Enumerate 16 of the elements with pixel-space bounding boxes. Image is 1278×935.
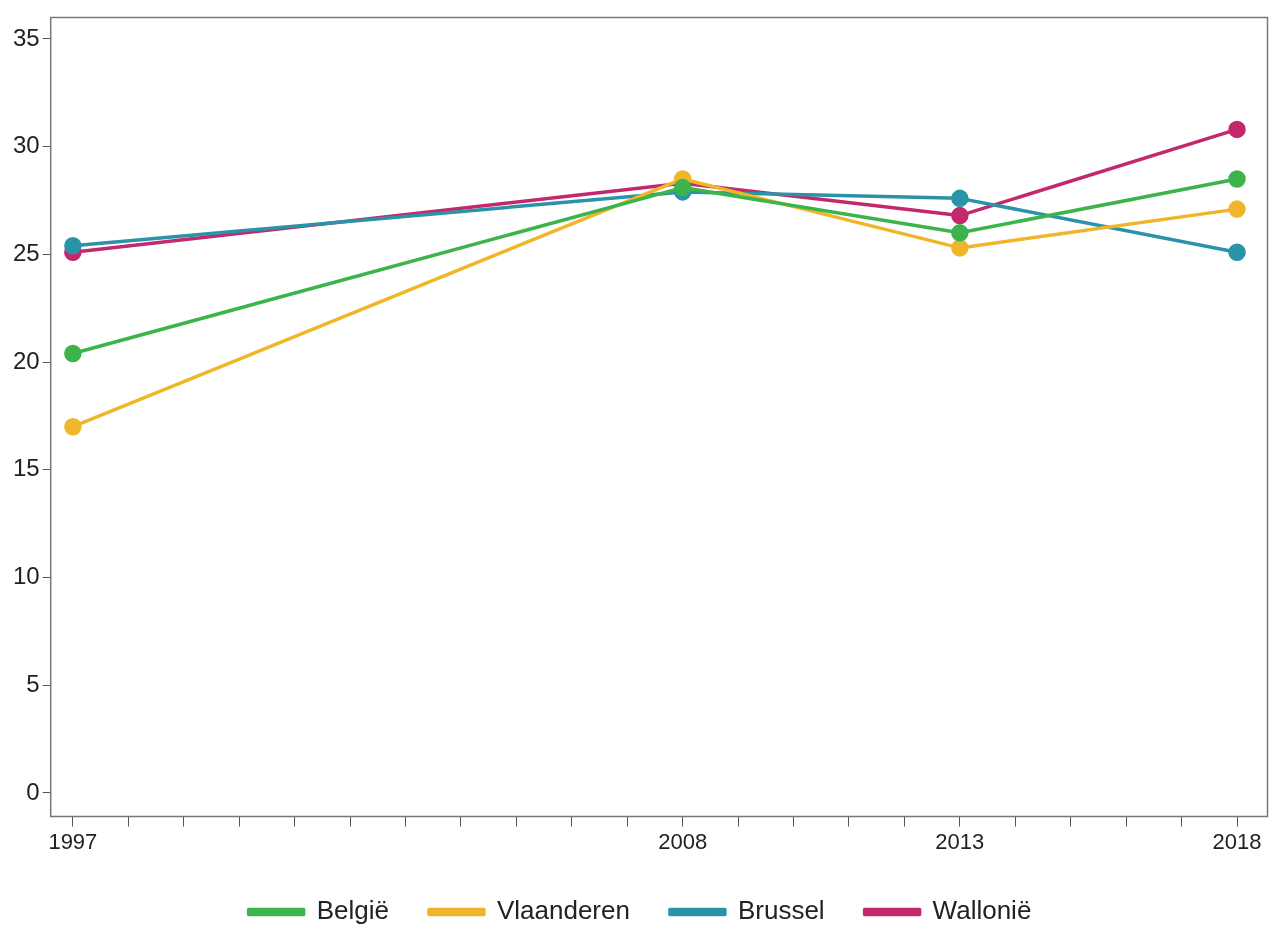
- legend-label: Vlaanderen: [496, 895, 630, 926]
- y-tick-label: 10: [12, 562, 40, 590]
- y-tick-label: 30: [12, 131, 40, 159]
- x-tick-label: 1997: [48, 828, 98, 854]
- legend-label: Wallonië: [932, 895, 1032, 926]
- y-tick-label: 15: [12, 454, 40, 482]
- x-tick-label: 2008: [658, 828, 708, 854]
- legend-label: Brussel: [737, 895, 825, 926]
- y-tick-label: 35: [12, 23, 40, 51]
- legend-label: België: [316, 895, 389, 926]
- y-tick-label: 5: [26, 669, 40, 697]
- x-tick-label: 2018: [1212, 828, 1262, 854]
- y-tick-label: 25: [12, 238, 40, 266]
- y-tick-label: 20: [12, 346, 40, 374]
- x-tick-label: 2013: [935, 828, 985, 854]
- y-tick-label: 0: [26, 777, 40, 805]
